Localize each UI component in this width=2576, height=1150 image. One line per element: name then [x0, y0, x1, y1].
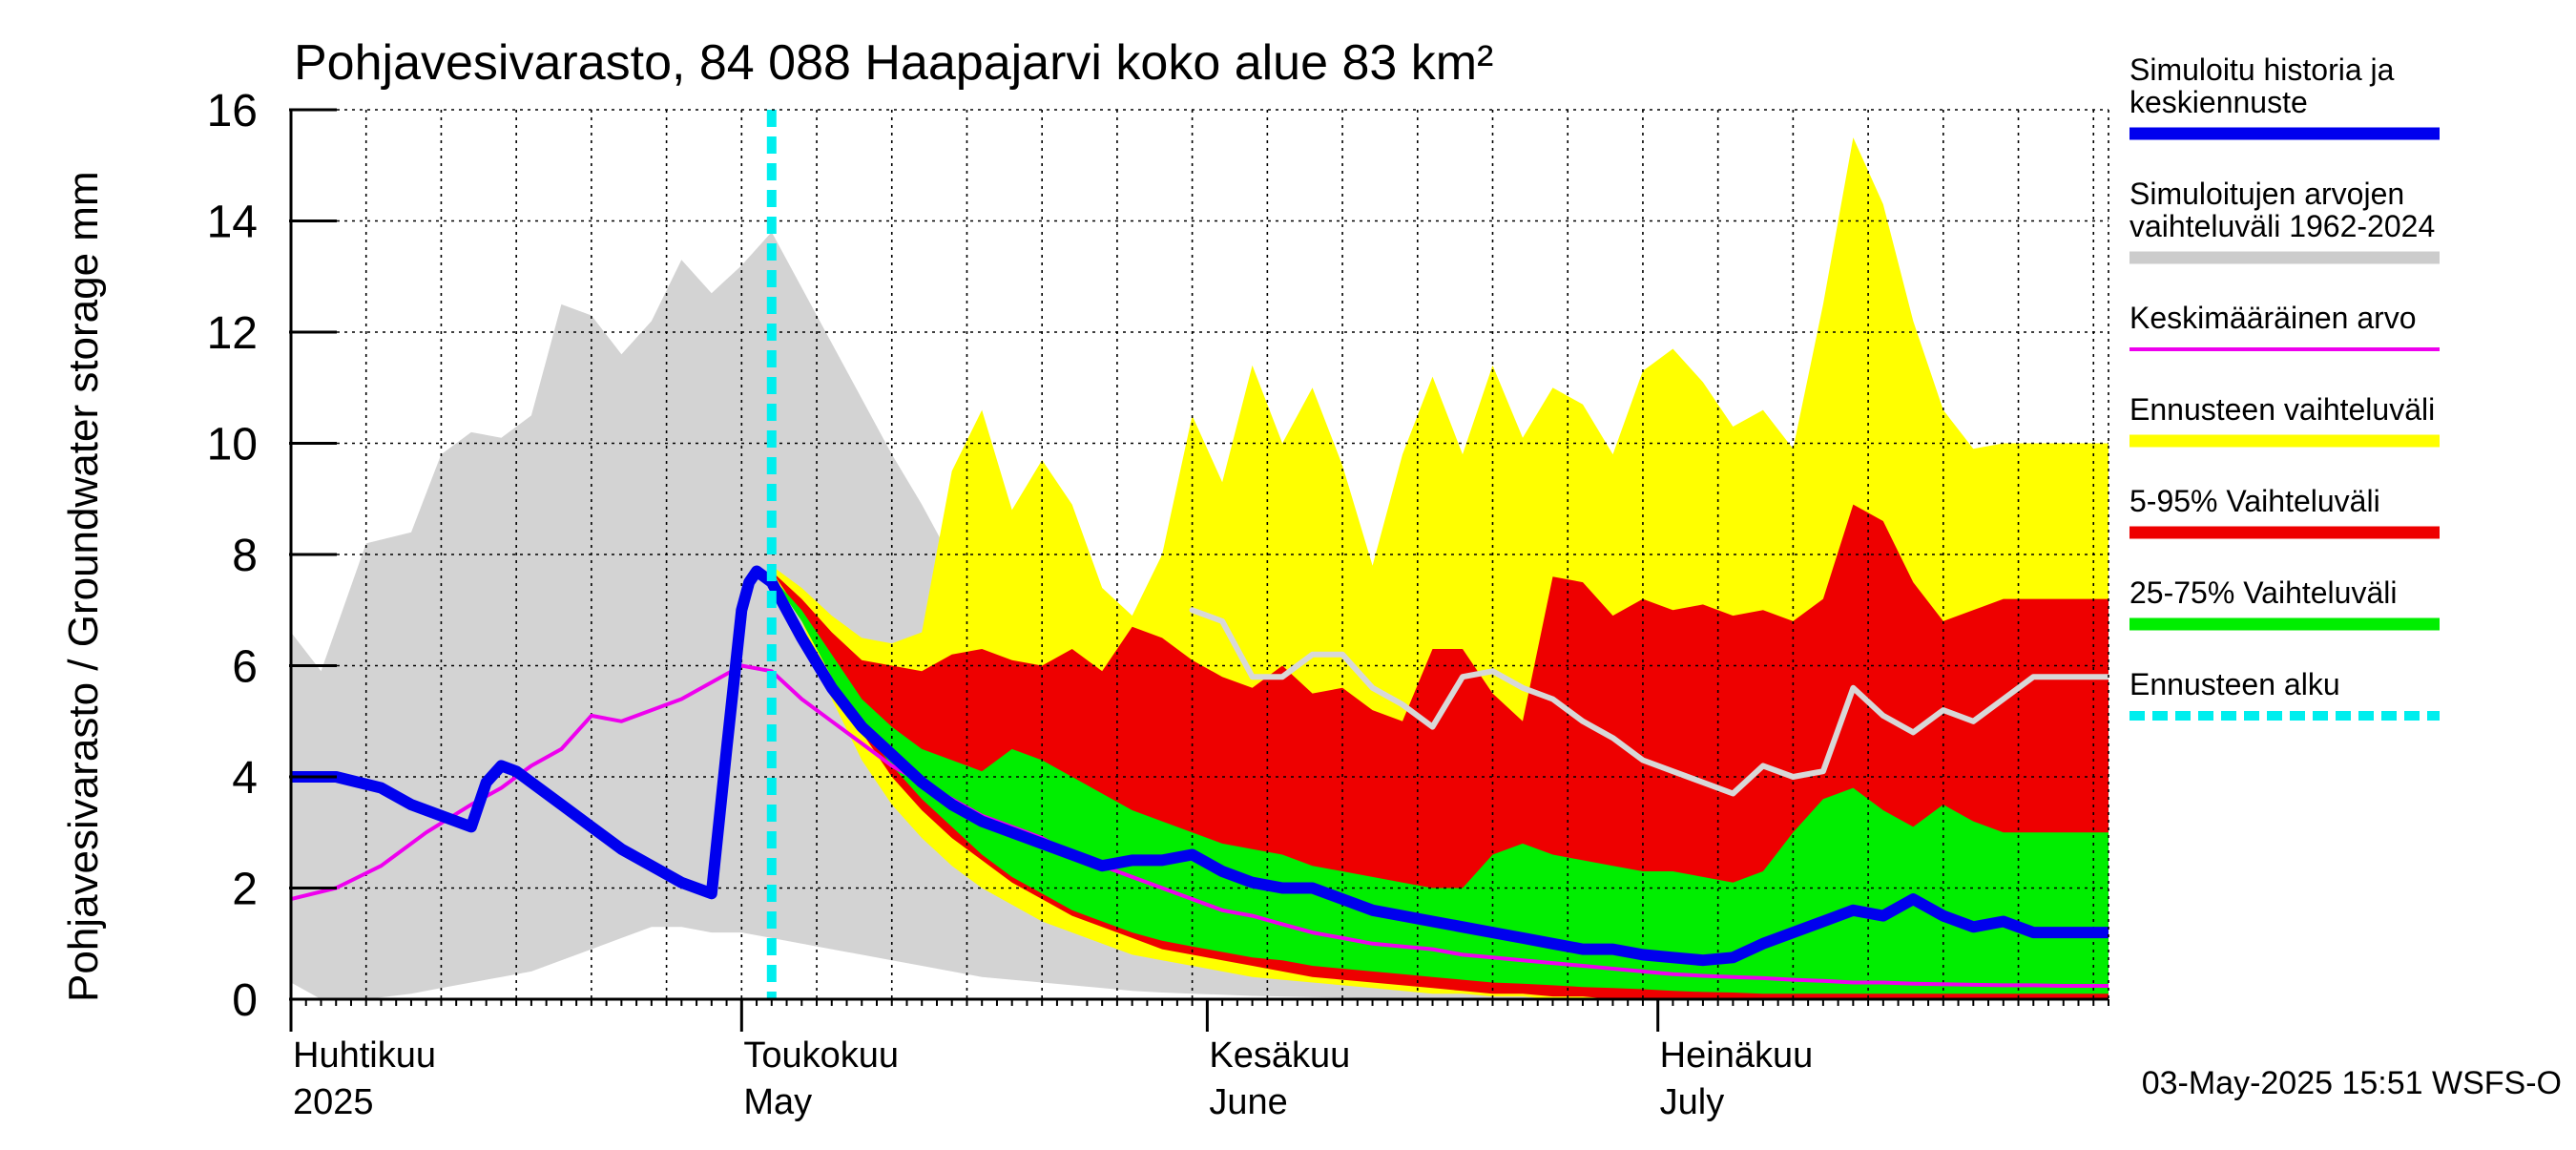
- legend-label: 5-95% Vaihteluväli: [2129, 484, 2380, 518]
- y-tick-label: 14: [207, 198, 258, 248]
- y-axis-label: Pohjavesivarasto / Groundwater storage m…: [60, 171, 107, 1002]
- legend-label-line: vaihteluväli 1962-2024: [2129, 209, 2435, 243]
- x-tick-label-en: July: [1660, 1082, 1725, 1122]
- legend-label-line: 5-95% Vaihteluväli: [2129, 484, 2380, 518]
- x-tick-label-en: 2025: [293, 1082, 374, 1122]
- chart-ticks: 0 2 4 6 8 10 12 14 16 Huhtikuu 2025 Toukokuu May Kesä…: [207, 86, 2109, 1122]
- x-tick-label-fi: Toukokuu: [743, 1035, 899, 1076]
- legend-label-line: Ennusteen vaihteluväli: [2129, 392, 2435, 427]
- y-tick-label: 0: [232, 975, 258, 1026]
- legend-label-line: Ennusteen alku: [2129, 667, 2340, 701]
- legend-label-line: Simuloitujen arvojen: [2129, 177, 2404, 211]
- line-keskimaarainen-arvo: [291, 663, 2109, 988]
- line-simuloitu-median-line: [1189, 607, 2109, 797]
- x-tick-label-fi: Kesäkuu: [1209, 1035, 1350, 1076]
- legend-label: Ennusteen vaihteluväli: [2129, 392, 2435, 427]
- legend-label: Ennusteen alku: [2129, 667, 2340, 701]
- chart-footer: 03-May-2025 15:51 WSFS-O: [2142, 1065, 2562, 1101]
- legend-label: Simuloitujen arvojen vaihteluväli 1962-20…: [2129, 177, 2435, 243]
- legend-label-line: keskiennuste: [2129, 85, 2308, 119]
- legend-label-line: Simuloitu historia ja: [2129, 52, 2395, 87]
- legend-label-line: Keskimääräinen arvo: [2129, 301, 2417, 335]
- band-25-75-vaihteluvali: [771, 576, 2109, 994]
- band-simuloitujen-arvojen-vaihteluvali-1962-2024: [291, 232, 2109, 999]
- line-simuloitu-historia-ja-keskiennuste: [291, 565, 2109, 967]
- legend-label: Keskimääräinen arvo: [2129, 301, 2417, 335]
- legend-label-line: 25-75% Vaihteluväli: [2129, 575, 2397, 610]
- y-tick-label: 4: [232, 753, 258, 804]
- y-tick-label: 2: [232, 865, 258, 915]
- y-tick-label: 8: [232, 531, 258, 581]
- x-tick-label-fi: Huhtikuu: [293, 1035, 436, 1076]
- y-tick-label: 16: [207, 86, 258, 136]
- y-tick-label: 6: [232, 642, 258, 693]
- legend-label: 25-75% Vaihteluväli: [2129, 575, 2397, 610]
- chart-title: Pohjavesivarasto, 84 088 Haapajarvi koko…: [294, 35, 1493, 91]
- y-tick-label: 12: [207, 308, 258, 359]
- chart-bands: [291, 137, 2109, 999]
- chart-legend: Simuloitu historia ja keskiennusteSimuloi…: [2129, 52, 2440, 721]
- chart-lines: [291, 110, 2109, 999]
- x-tick-label-fi: Heinäkuu: [1660, 1035, 1814, 1076]
- legend-label: Simuloitu historia ja keskiennuste: [2129, 52, 2395, 119]
- x-tick-label-en: June: [1209, 1082, 1287, 1122]
- y-tick-label: 10: [207, 420, 258, 470]
- x-tick-label-en: May: [743, 1082, 812, 1122]
